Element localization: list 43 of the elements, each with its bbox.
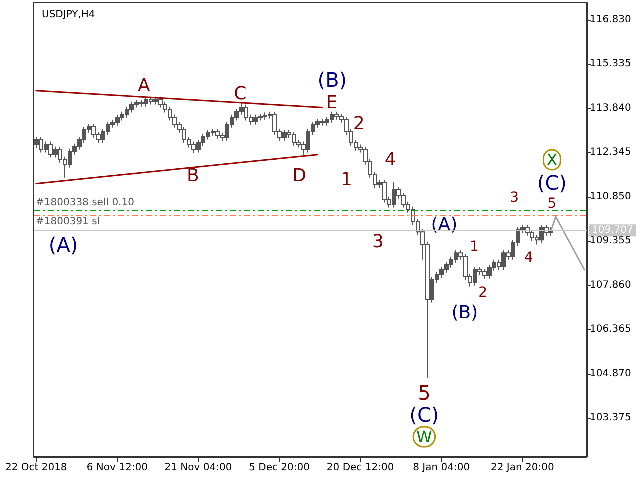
y-tick-label: 107.860: [590, 280, 632, 291]
annotation: (B): [452, 302, 478, 324]
y-tick-label: 110.850: [590, 191, 632, 202]
annotation: 2: [478, 285, 488, 301]
annotation: (C): [410, 403, 440, 427]
x-tick-label: 20 Dec 12:00: [326, 462, 394, 474]
ref-line-label: #1800338 sell 0.10: [36, 197, 134, 208]
x-tick-label: 21 Nov 04:00: [164, 462, 232, 474]
ref-line-label: #1800391 sl: [36, 216, 100, 228]
candlestick: [34, 136, 39, 149]
annotation: 4: [384, 150, 396, 170]
annotation: 5: [418, 381, 431, 405]
annotation: 4: [524, 250, 534, 266]
y-tick-label: 115.335: [590, 58, 632, 70]
annotation: 3: [510, 190, 519, 206]
y-tick-label: 116.830: [590, 14, 632, 26]
annotation: (C): [537, 171, 567, 195]
annotation: D: [292, 166, 306, 186]
annotation: W: [416, 428, 433, 446]
y-tick-label: 113.840: [590, 102, 632, 114]
annotation: X: [546, 150, 558, 170]
x-tick-label: 22 Jan 20:00: [490, 462, 554, 474]
annotation: 5: [548, 196, 557, 212]
x-tick-label: 5 Dec 20:00: [249, 462, 310, 474]
annotation: A: [138, 76, 151, 96]
x-tick-label: 22 Oct 2018: [5, 462, 68, 474]
x-tick-label: 6 Nov 12:00: [86, 462, 148, 474]
annotation: 1: [470, 239, 479, 255]
annotation: (A): [48, 233, 78, 257]
annotation: 2: [353, 114, 365, 134]
y-tick-label: 106.365: [590, 324, 632, 336]
y-tick-label: 112.345: [590, 147, 632, 158]
annotation: 1: [341, 170, 352, 190]
x-tick-label: 8 Jan 04:00: [413, 462, 470, 474]
text: USDJPY,H4: [42, 10, 96, 20]
y-tick-label: 104.870: [590, 368, 632, 380]
y-tick-label: 103.375: [590, 412, 632, 424]
annotation: (B): [318, 68, 348, 92]
annotation: C: [234, 84, 247, 104]
annotation: 3: [372, 232, 384, 252]
y-tick-label: 109.355: [590, 236, 632, 247]
annotation: B: [187, 166, 200, 186]
annotation: E: [326, 92, 338, 114]
